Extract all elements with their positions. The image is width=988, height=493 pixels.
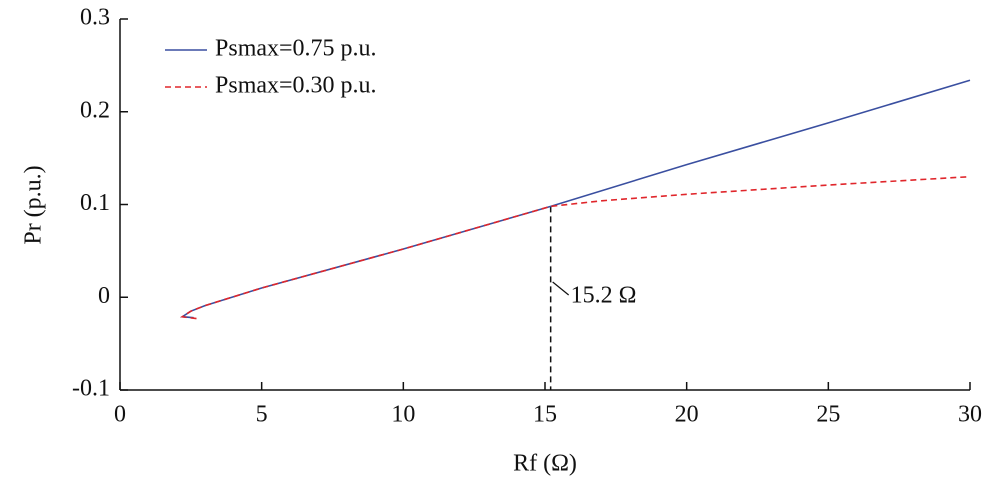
y-tick-label: -0.1 <box>72 376 110 402</box>
x-tick-label: 30 <box>958 402 982 428</box>
y-axis-label: Pr (p.u.) <box>21 165 47 244</box>
annotation-label: 15.2 Ω <box>571 283 637 309</box>
annotation-leader <box>552 281 570 296</box>
x-tick-label: 25 <box>816 402 840 428</box>
x-axis-label: Rf (Ω) <box>513 451 577 477</box>
x-tick-label: 20 <box>675 402 699 428</box>
series-line <box>180 175 971 320</box>
y-tick-label: 0.3 <box>80 5 110 31</box>
x-tick-label: 5 <box>256 402 268 428</box>
y-tick-label: 0.2 <box>80 97 110 123</box>
x-tick-label: 0 <box>114 402 126 428</box>
legend-label: Psmax=0.30 p.u. <box>215 73 377 99</box>
y-tick-label: 0 <box>98 283 110 309</box>
y-tick-label: 0.1 <box>80 190 110 216</box>
legend-label: Psmax=0.75 p.u. <box>215 36 377 62</box>
x-tick-label: 15 <box>533 402 557 428</box>
x-tick-label: 10 <box>391 402 415 428</box>
